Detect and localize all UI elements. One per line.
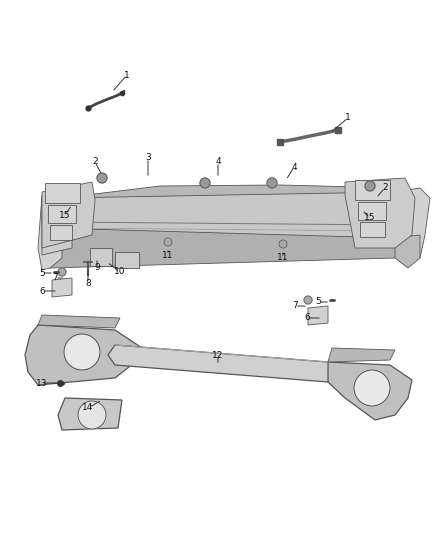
Bar: [360, 222, 385, 237]
Polygon shape: [25, 325, 148, 385]
Circle shape: [64, 334, 100, 370]
Polygon shape: [308, 306, 328, 325]
Polygon shape: [42, 228, 405, 268]
Circle shape: [267, 178, 277, 188]
Polygon shape: [42, 182, 95, 248]
Circle shape: [58, 268, 66, 276]
Polygon shape: [52, 278, 72, 297]
Text: 7: 7: [292, 302, 298, 311]
Polygon shape: [328, 362, 412, 420]
Circle shape: [164, 238, 172, 246]
Text: 8: 8: [85, 279, 91, 287]
Bar: [115, 252, 139, 268]
Polygon shape: [345, 178, 415, 248]
Bar: [50, 225, 72, 240]
Circle shape: [279, 240, 287, 248]
Polygon shape: [38, 315, 120, 328]
Bar: [48, 205, 76, 223]
Text: 7: 7: [52, 273, 58, 282]
Text: 10: 10: [114, 268, 126, 277]
Text: 12: 12: [212, 351, 224, 359]
Polygon shape: [328, 348, 395, 362]
Text: 5: 5: [39, 269, 45, 278]
Text: 14: 14: [82, 403, 94, 413]
Polygon shape: [42, 192, 72, 255]
Polygon shape: [50, 192, 405, 248]
Text: 13: 13: [36, 378, 48, 387]
Bar: [358, 202, 386, 220]
Text: 2: 2: [92, 157, 98, 166]
Text: 1: 1: [345, 114, 351, 123]
Circle shape: [200, 178, 210, 188]
Text: 4: 4: [291, 163, 297, 172]
Polygon shape: [38, 186, 62, 270]
Text: 15: 15: [364, 214, 376, 222]
Circle shape: [97, 173, 107, 183]
Polygon shape: [108, 345, 340, 382]
Bar: [45, 183, 80, 203]
Text: 6: 6: [39, 287, 45, 295]
Text: 2: 2: [382, 183, 388, 192]
Polygon shape: [62, 185, 400, 210]
Text: 11: 11: [162, 251, 174, 260]
Circle shape: [365, 181, 375, 191]
Polygon shape: [395, 188, 430, 258]
Text: 3: 3: [145, 154, 151, 163]
Bar: [355, 180, 390, 200]
Circle shape: [78, 401, 106, 429]
Text: 4: 4: [215, 157, 221, 166]
Text: 1: 1: [124, 70, 130, 79]
Text: 9: 9: [94, 263, 100, 272]
Text: 6: 6: [304, 313, 310, 322]
Circle shape: [354, 370, 390, 406]
Bar: [90, 248, 112, 266]
Text: 5: 5: [315, 297, 321, 306]
Text: 11: 11: [277, 254, 289, 262]
Polygon shape: [395, 235, 420, 268]
Text: 15: 15: [59, 211, 71, 220]
Circle shape: [304, 296, 312, 304]
Polygon shape: [58, 398, 122, 430]
